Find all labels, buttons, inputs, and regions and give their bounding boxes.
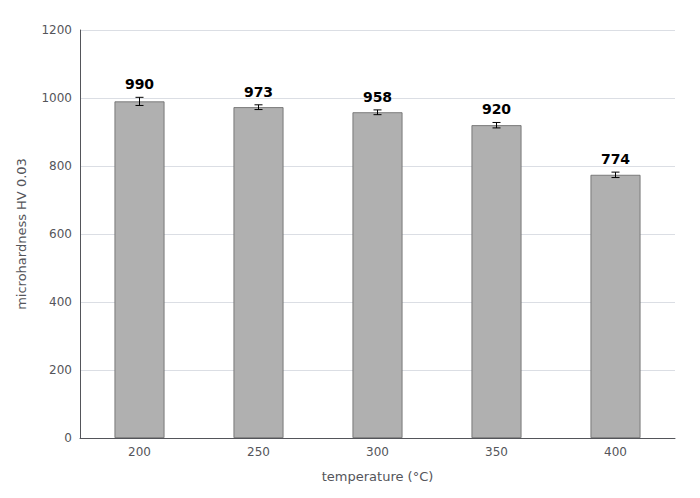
svg-text:1200: 1200 xyxy=(41,23,72,37)
svg-text:1000: 1000 xyxy=(41,91,72,105)
svg-text:200: 200 xyxy=(49,363,72,377)
svg-text:920: 920 xyxy=(482,101,511,117)
svg-text:400: 400 xyxy=(604,445,627,459)
svg-text:temperature (°C): temperature (°C) xyxy=(322,469,434,484)
svg-text:973: 973 xyxy=(244,84,273,100)
svg-text:990: 990 xyxy=(125,76,154,92)
svg-text:300: 300 xyxy=(366,445,389,459)
svg-text:350: 350 xyxy=(485,445,508,459)
svg-text:800: 800 xyxy=(49,159,72,173)
svg-text:0: 0 xyxy=(64,431,72,445)
svg-text:250: 250 xyxy=(247,445,270,459)
svg-text:774: 774 xyxy=(601,151,630,167)
svg-text:200: 200 xyxy=(128,445,151,459)
svg-text:958: 958 xyxy=(363,89,392,105)
svg-text:microhardness HV 0.03: microhardness HV 0.03 xyxy=(14,158,29,310)
svg-text:600: 600 xyxy=(49,227,72,241)
svg-text:400: 400 xyxy=(49,295,72,309)
